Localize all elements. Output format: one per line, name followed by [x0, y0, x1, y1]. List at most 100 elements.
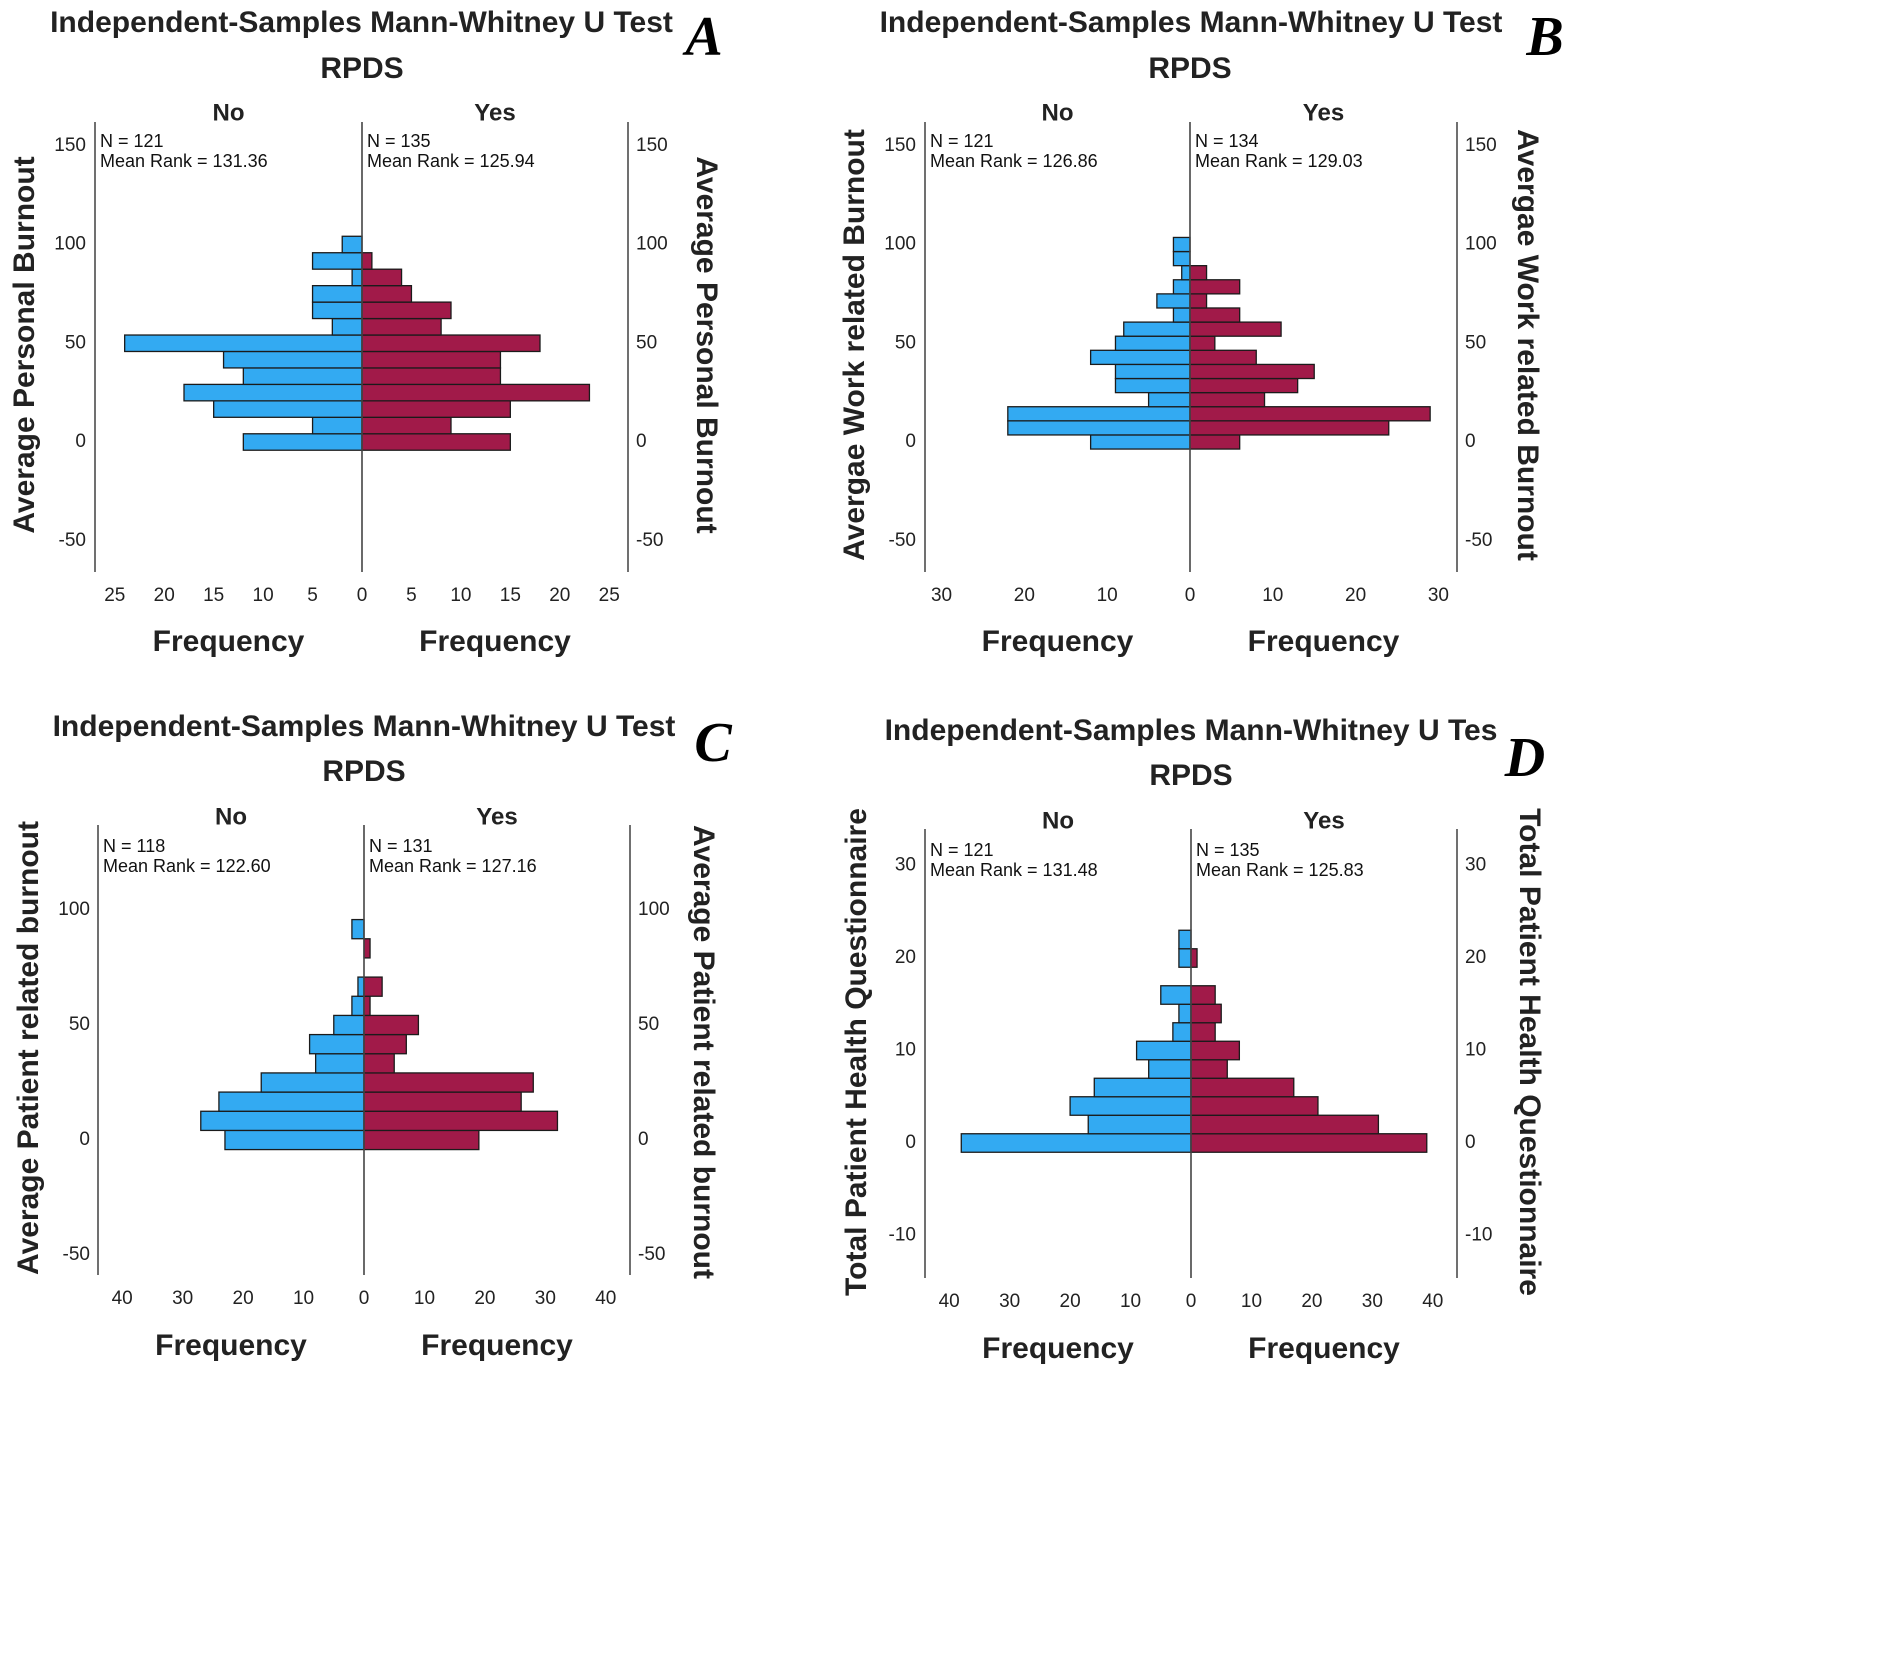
x-tick-right: 20: [1301, 1291, 1322, 1312]
bar-no: [1123, 321, 1191, 337]
n-label-no: N = 121: [930, 840, 994, 860]
bar-yes: [361, 433, 511, 451]
y-tick-right: -50: [1465, 530, 1492, 551]
y-tick-left: 30: [895, 855, 916, 876]
x-axis-label-left: Frequency: [982, 625, 1134, 658]
group-label-yes: Yes: [474, 99, 515, 126]
bar-no: [213, 400, 363, 418]
x-tick-right: 10: [450, 585, 471, 606]
bar-no: [311, 416, 363, 435]
x-tick-right: 10: [1241, 1291, 1262, 1312]
bar-no: [314, 1053, 365, 1074]
y-tick-right: 100: [636, 234, 668, 255]
panel-a: Independent-Samples Mann-Whitney U Test R…: [8, 6, 723, 658]
x-tick-left: 15: [203, 585, 224, 606]
bar-yes: [1189, 406, 1431, 422]
x-tick-left: 30: [999, 1291, 1020, 1312]
bar-no: [341, 235, 363, 254]
x-tick-left: 40: [112, 1288, 133, 1309]
bar-yes: [361, 367, 502, 386]
mean-rank-no: Mean Rank = 126.86: [930, 151, 1098, 171]
y-tick-left: -50: [889, 530, 916, 551]
bar-yes: [1189, 363, 1315, 380]
bar-yes: [363, 1072, 534, 1093]
x-tick-left: 20: [1014, 585, 1035, 606]
bar-yes: [361, 350, 502, 369]
bar-yes: [361, 301, 452, 320]
bar-no: [308, 1033, 365, 1055]
y-tick-left: 10: [895, 1040, 916, 1061]
bar-no: [1181, 265, 1191, 281]
bar-no: [1147, 391, 1191, 408]
n-label-no: N = 121: [100, 131, 164, 151]
bar-yes: [361, 268, 403, 287]
chart-title: Independent-Samples Mann-Whitney U Test: [880, 6, 1503, 39]
bar-yes: [361, 284, 413, 303]
bar-no: [1007, 420, 1191, 436]
x-axis-label-right: Frequency: [419, 625, 571, 658]
bar-no: [1114, 363, 1191, 380]
n-label-yes: N = 135: [1196, 840, 1260, 860]
bar-yes: [1189, 321, 1282, 337]
y-axis-label-right: Average Personal Burnout: [690, 156, 723, 533]
bar-yes: [1190, 1059, 1228, 1079]
bar-no: [224, 1129, 365, 1151]
bar-no: [311, 252, 363, 270]
mean-rank-yes: Mean Rank = 127.16: [369, 856, 537, 876]
bar-no: [311, 301, 363, 320]
bar-yes: [1189, 434, 1241, 450]
bar-no: [222, 350, 363, 369]
bar-yes: [1190, 1133, 1428, 1153]
bar-no: [183, 383, 363, 402]
bar-no: [260, 1072, 365, 1093]
group-label-no: No: [1042, 807, 1074, 834]
y-tick-left: 0: [79, 1129, 90, 1150]
panel-b: Independent-Samples Mann-Whitney U Test R…: [838, 6, 1564, 658]
mean-rank-no: Mean Rank = 131.36: [100, 151, 268, 171]
y-tick-left: 100: [884, 234, 916, 255]
bar-yes: [1189, 265, 1208, 281]
bar-yes: [363, 976, 383, 997]
y-tick-left: -10: [889, 1225, 916, 1246]
x-tick-left: 0: [357, 585, 368, 606]
n-label-yes: N = 131: [369, 836, 433, 856]
n-label-yes: N = 135: [367, 131, 431, 151]
x-tick-left: 5: [307, 585, 318, 606]
x-tick-left: 10: [253, 585, 274, 606]
x-tick-right: 10: [1262, 585, 1283, 606]
bar-yes: [363, 1014, 420, 1036]
y-tick-right: 50: [1465, 332, 1486, 353]
x-axis-label-right: Frequency: [1248, 625, 1400, 658]
bar-yes: [363, 995, 371, 1017]
bar-no: [1172, 1022, 1192, 1042]
bar-yes: [1190, 1040, 1241, 1061]
panel-d: Independent-Samples Mann-Whitney U Tes RP…: [840, 714, 1546, 1365]
x-tick-right: 30: [1362, 1291, 1383, 1312]
x-axis-label-right: Frequency: [421, 1329, 573, 1362]
y-tick-right: 100: [1465, 234, 1497, 255]
bar-yes: [1189, 349, 1257, 366]
y-tick-left: 50: [895, 332, 916, 353]
chart-subtitle: RPDS: [320, 52, 403, 85]
chart-title: Independent-Samples Mann-Whitney U Test: [50, 6, 673, 39]
bar-no: [351, 995, 365, 1017]
y-tick-right: 50: [638, 1014, 659, 1035]
x-tick-left: 0: [359, 1288, 370, 1309]
bar-yes: [361, 383, 591, 402]
y-tick-right: 0: [638, 1129, 649, 1150]
bar-no: [1007, 406, 1191, 422]
bar-no: [242, 367, 363, 386]
bar-no: [1135, 1040, 1192, 1061]
x-tick-right: 25: [599, 585, 620, 606]
bar-no: [124, 334, 363, 353]
bar-yes: [1189, 420, 1390, 436]
bar-no: [1148, 1059, 1192, 1079]
bar-no: [242, 433, 363, 451]
x-tick-right: 20: [474, 1288, 495, 1309]
chart-subtitle: RPDS: [1148, 52, 1231, 85]
y-tick-right: 30: [1465, 855, 1486, 876]
group-label-yes: Yes: [1303, 99, 1344, 126]
y-tick-left: 0: [75, 431, 86, 452]
bar-no: [1089, 434, 1191, 450]
x-tick-right: 40: [595, 1288, 616, 1309]
